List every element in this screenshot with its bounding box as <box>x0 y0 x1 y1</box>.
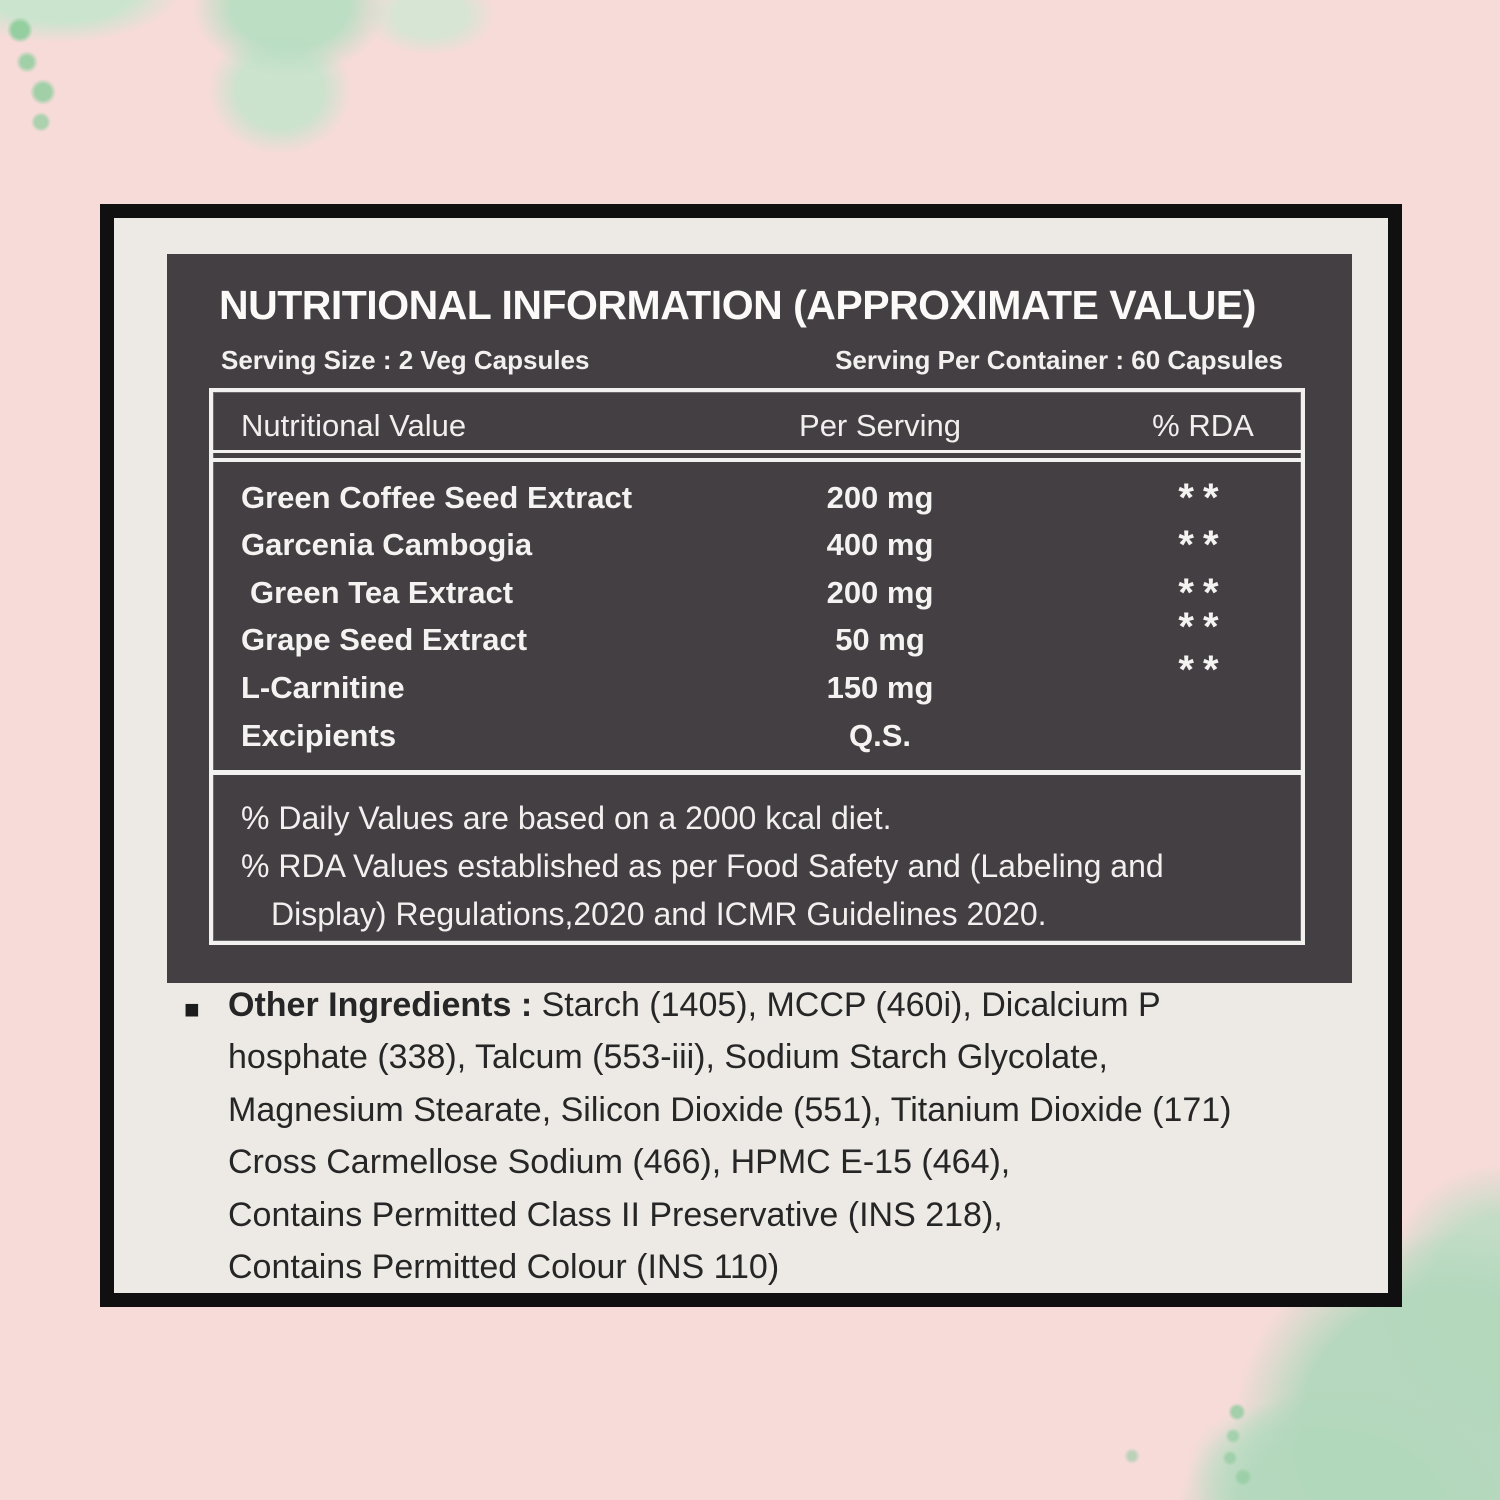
serving-per-container-label: Serving Per Container : 60 Capsules <box>835 345 1283 375</box>
other-ingredients-line: Contains Permitted Class II Preservative… <box>228 1196 1003 1234</box>
other-ingredients-text: Starch (1405), MCCP (460i), Dicalcium P <box>532 986 1161 1024</box>
footnote-separator-line <box>213 770 1301 775</box>
ingredient-amount: Q.S. <box>848 718 911 753</box>
ingredient-amount: 200 mg <box>826 575 934 610</box>
ingredient-name: L-Carnitine <box>241 670 405 705</box>
ingredient-name: Excipients <box>241 718 397 753</box>
other-ingredients-label: Other Ingredients : <box>228 986 533 1024</box>
header-separator-line <box>213 458 1301 462</box>
table-row: Excipients Q.S. <box>213 712 1301 760</box>
ingredient-amount: 200 mg <box>826 480 934 515</box>
header-rda: % RDA <box>1152 408 1254 443</box>
footnote-line: % RDA Values established as per Food Saf… <box>241 848 1164 884</box>
footnote-line: % Daily Values are based on a 2000 kcal … <box>241 800 892 836</box>
table-row: Garcenia Cambogia 400 mg ** <box>213 521 1301 569</box>
rda-stars: ** <box>1178 571 1228 615</box>
ingredient-name: Garcenia Cambogia <box>241 527 533 562</box>
header-separator-line <box>213 450 1301 453</box>
rda-stars: ** <box>1178 523 1228 567</box>
rda-stars: ** <box>1178 605 1228 649</box>
table-row: L-Carnitine 150 mg ** <box>213 648 1301 712</box>
nutrition-table: Nutritional Value Per Serving % RDA Gree… <box>209 388 1305 945</box>
square-bullet-icon: ■ <box>184 994 200 1024</box>
other-ingredients-line: Contains Permitted Colour (INS 110) <box>228 1248 780 1286</box>
table-row: Green Tea Extract 200 mg ** <box>213 569 1301 617</box>
panel-title: NUTRITIONAL INFORMATION (APPROXIMATE VAL… <box>219 282 1256 328</box>
other-ingredients-line: Other Ingredients : Starch (1405), MCCP … <box>228 979 1161 1031</box>
serving-size-label: Serving Size : 2 Veg Capsules <box>221 345 590 375</box>
header-per-serving: Per Serving <box>799 408 961 443</box>
ingredient-name: Grape Seed Extract <box>241 622 528 657</box>
rda-stars: ** <box>1178 648 1228 692</box>
serving-row: Serving Size : 2 Veg Capsules Serving Pe… <box>221 342 1283 378</box>
table-header-row: Nutritional Value Per Serving % RDA <box>213 402 1301 450</box>
rda-stars: ** <box>1178 476 1228 520</box>
ingredient-amount: 400 mg <box>826 527 934 562</box>
other-ingredients-line: Cross Carmellose Sodium (466), HPMC E-15… <box>228 1143 1011 1181</box>
label-card: NUTRITIONAL INFORMATION (APPROXIMATE VAL… <box>100 204 1402 1307</box>
header-nutritional-value: Nutritional Value <box>241 408 467 443</box>
ingredient-amount: 50 mg <box>835 622 925 657</box>
ingredient-amount: 150 mg <box>826 670 934 705</box>
footnote-line: Display) Regulations,2020 and ICMR Guide… <box>271 896 1047 932</box>
other-ingredients-line: hosphate (338), Talcum (553-iii), Sodium… <box>228 1038 1108 1076</box>
ingredient-name: Green Tea Extract <box>250 575 514 610</box>
table-row: Green Coffee Seed Extract 200 mg ** <box>213 474 1301 522</box>
ingredient-name: Green Coffee Seed Extract <box>241 480 633 515</box>
table-row: Grape Seed Extract 50 mg ** <box>213 605 1301 664</box>
nutrition-panel: NUTRITIONAL INFORMATION (APPROXIMATE VAL… <box>167 254 1352 983</box>
other-ingredients-line: Magnesium Stearate, Silicon Dioxide (551… <box>228 1091 1232 1129</box>
